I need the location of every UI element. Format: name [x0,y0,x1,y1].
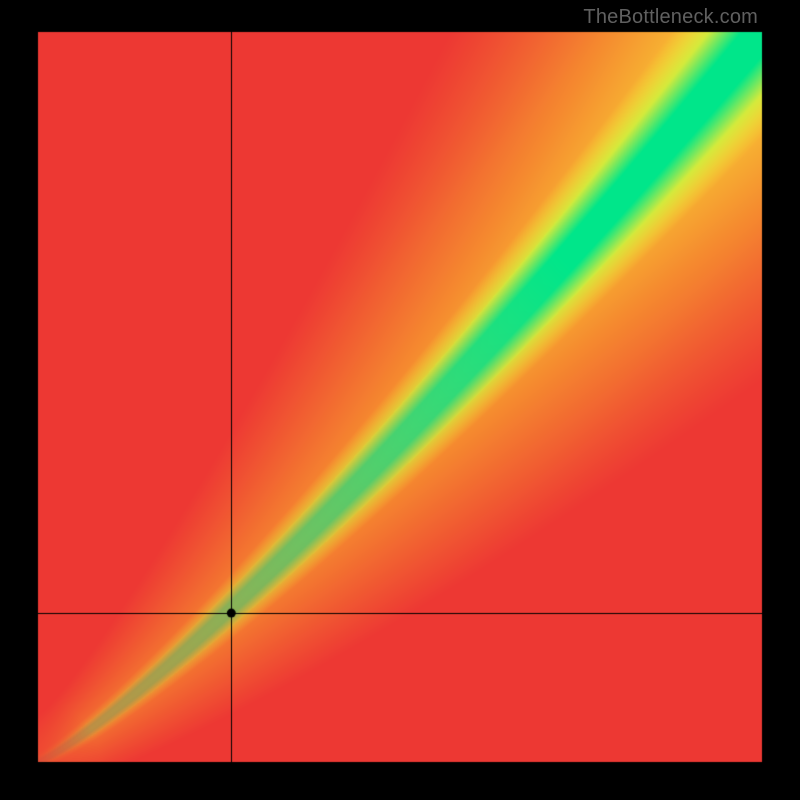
chart-container: TheBottleneck.com [0,0,800,800]
bottleneck-heatmap [0,0,800,800]
watermark-label: TheBottleneck.com [583,6,758,29]
